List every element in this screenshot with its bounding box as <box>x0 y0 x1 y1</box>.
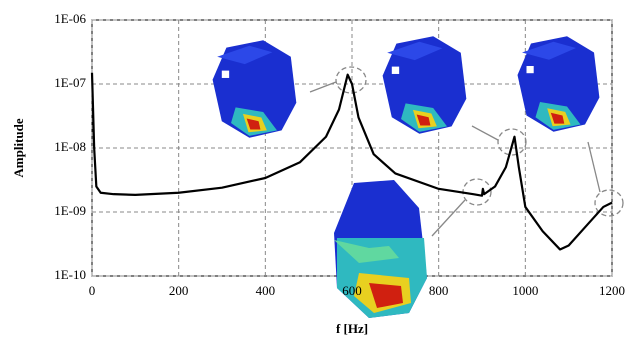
x-tick-label: 800 <box>429 283 449 298</box>
x-tick-label: 1000 <box>512 283 538 298</box>
y-tick-label: 1E-06 <box>54 11 86 26</box>
y-tick-label: 1E-10 <box>54 267 86 282</box>
x-axis-label: f [Hz] <box>336 321 368 336</box>
y-axis-label: Amplitude <box>11 118 26 177</box>
x-tick-label: 400 <box>256 283 276 298</box>
y-tick-label: 1E-09 <box>54 203 86 218</box>
chart: Amplitude f [Hz] 1E-10 1E-09 1E-08 1E-07 1E-… <box>0 0 629 342</box>
y-tick-label: 1E-08 <box>54 139 86 154</box>
x-tick-label: 1200 <box>599 283 625 298</box>
x-tick-label: 200 <box>169 283 189 298</box>
y-tick-label: 1E-07 <box>54 75 86 90</box>
x-tick-label: 600 <box>342 283 362 298</box>
x-tick-label: 0 <box>89 283 96 298</box>
